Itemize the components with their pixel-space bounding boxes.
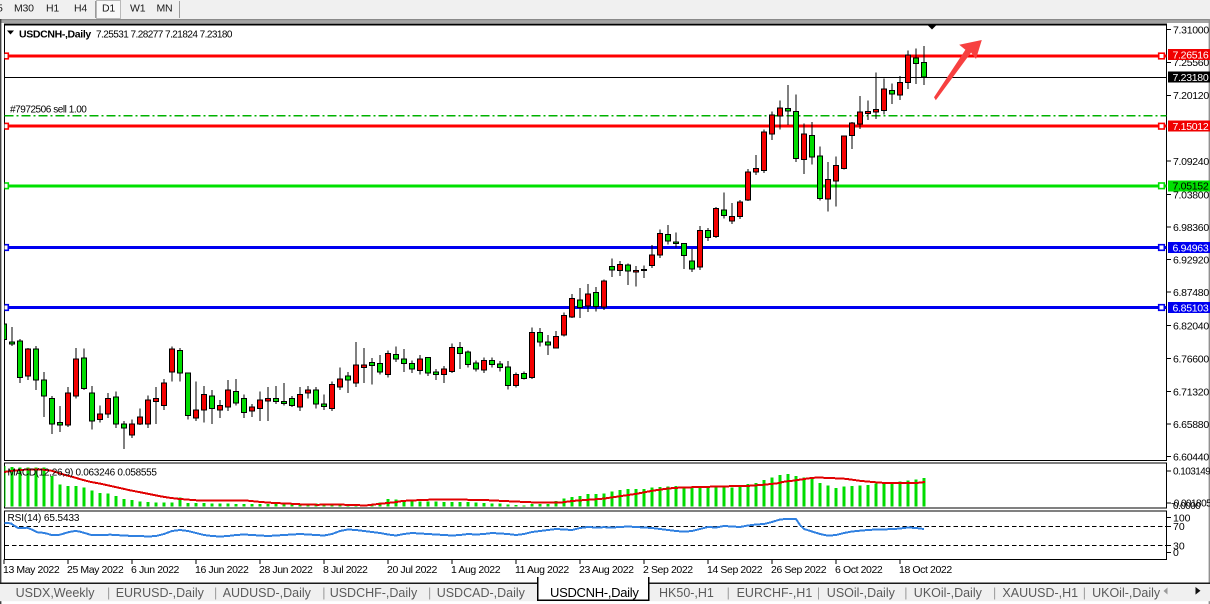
- svg-text:23 Aug 2022: 23 Aug 2022: [579, 564, 634, 576]
- svg-text:6.71320: 6.71320: [1173, 386, 1209, 398]
- svg-text:USOil-,Daily: USOil-,Daily: [827, 586, 896, 600]
- svg-text:W1: W1: [130, 3, 146, 15]
- svg-text:7.25531 7.28277 7.21824 7.2318: 7.25531 7.28277 7.21824 7.23180: [96, 29, 233, 40]
- svg-text:USDCNH-,Daily: USDCNH-,Daily: [19, 28, 91, 40]
- svg-text:6.65880: 6.65880: [1173, 419, 1209, 431]
- svg-text:7.09240: 7.09240: [1173, 156, 1209, 168]
- svg-text:16 Jun 2022: 16 Jun 2022: [195, 564, 249, 576]
- svg-text:7.03800: 7.03800: [1173, 189, 1209, 201]
- svg-text:|: |: [428, 586, 431, 600]
- svg-text:XAUUSD-,H1: XAUUSD-,H1: [1002, 586, 1078, 600]
- svg-text:100: 100: [1173, 513, 1191, 525]
- svg-text:70: 70: [1173, 521, 1185, 533]
- svg-text:6 Oct 2022: 6 Oct 2022: [835, 564, 883, 576]
- svg-text:6.60440: 6.60440: [1173, 451, 1209, 463]
- svg-text:USDCAD-,Daily: USDCAD-,Daily: [437, 586, 526, 600]
- svg-text:18 Oct 2022: 18 Oct 2022: [899, 564, 952, 576]
- svg-text:26 Sep 2022: 26 Sep 2022: [771, 564, 827, 576]
- svg-text:0.0000: 0.0000: [1173, 501, 1201, 512]
- svg-text:7.20120: 7.20120: [1173, 90, 1209, 102]
- svg-text:USDX,Weekly: USDX,Weekly: [16, 586, 96, 600]
- svg-text:MN: MN: [157, 3, 173, 15]
- svg-text:EURCHF-,H1: EURCHF-,H1: [737, 586, 813, 600]
- svg-text:RSI(14) 65.5433: RSI(14) 65.5433: [8, 513, 80, 524]
- svg-text:|: |: [107, 586, 110, 600]
- svg-text:|: |: [322, 586, 325, 600]
- svg-text:6.76600: 6.76600: [1173, 353, 1209, 365]
- svg-text:11 Aug 2022: 11 Aug 2022: [515, 564, 569, 576]
- svg-text:5: 5: [0, 3, 3, 15]
- svg-text:13 May 2022: 13 May 2022: [3, 564, 60, 576]
- svg-text:7.15012: 7.15012: [1173, 121, 1209, 133]
- svg-text:USDCNH-,Daily: USDCNH-,Daily: [550, 585, 639, 600]
- svg-text:HK50-,H1: HK50-,H1: [659, 586, 714, 600]
- svg-text:7.31000: 7.31000: [1173, 24, 1209, 36]
- svg-text:6.87480: 6.87480: [1173, 287, 1209, 299]
- svg-text:-0.001805: -0.001805: [1171, 498, 1210, 509]
- svg-text:6 Jun 2022: 6 Jun 2022: [131, 564, 180, 576]
- svg-text:7.23180: 7.23180: [1173, 72, 1209, 84]
- svg-text:1 Aug 2022: 1 Aug 2022: [451, 564, 501, 576]
- svg-text:6.92920: 6.92920: [1173, 254, 1209, 266]
- svg-text:|: |: [1083, 586, 1086, 600]
- svg-text:|: |: [214, 586, 217, 600]
- svg-text:H4: H4: [74, 3, 87, 15]
- svg-text:|: |: [904, 586, 907, 600]
- svg-text:30: 30: [1173, 540, 1185, 552]
- svg-text:USDCHF-,Daily: USDCHF-,Daily: [330, 586, 418, 600]
- svg-text:2 Sep 2022: 2 Sep 2022: [643, 564, 693, 576]
- svg-text:UKOil-,Daily: UKOil-,Daily: [914, 586, 983, 600]
- svg-text:|: |: [817, 586, 820, 600]
- svg-text:6.94963: 6.94963: [1173, 242, 1209, 254]
- svg-text:EURUSD-,Daily: EURUSD-,Daily: [116, 586, 205, 600]
- svg-text:UKOil-,Daily: UKOil-,Daily: [1092, 586, 1161, 600]
- svg-text:H1: H1: [46, 3, 59, 15]
- svg-text:7.26516: 7.26516: [1173, 49, 1209, 61]
- svg-text:25 May 2022: 25 May 2022: [67, 564, 124, 576]
- svg-text:0: 0: [1173, 547, 1179, 559]
- svg-text:20 Jul 2022: 20 Jul 2022: [387, 564, 437, 576]
- svg-text:AUDUSD-,Daily: AUDUSD-,Daily: [223, 586, 312, 600]
- svg-text:28 Jun 2022: 28 Jun 2022: [259, 564, 313, 576]
- svg-text:D1: D1: [102, 3, 115, 15]
- svg-text:|: |: [993, 586, 996, 600]
- svg-text:6.82040: 6.82040: [1173, 320, 1209, 332]
- svg-text:#7972506 sell 1.00: #7972506 sell 1.00: [10, 105, 87, 116]
- svg-text:6.85103: 6.85103: [1173, 302, 1209, 314]
- svg-text:6.98360: 6.98360: [1173, 222, 1209, 234]
- svg-text:7.25560: 7.25560: [1173, 57, 1209, 69]
- svg-text:MACD(12,26,9) 0.063246 0.05855: MACD(12,26,9) 0.063246 0.058555: [8, 468, 158, 479]
- svg-text:0.103149: 0.103149: [1173, 467, 1210, 478]
- svg-text:|: |: [727, 586, 730, 600]
- svg-text:14 Sep 2022: 14 Sep 2022: [707, 564, 763, 576]
- svg-text:8 Jul 2022: 8 Jul 2022: [323, 564, 368, 576]
- svg-text:7.05152: 7.05152: [1173, 181, 1209, 193]
- svg-text:M30: M30: [14, 3, 34, 15]
